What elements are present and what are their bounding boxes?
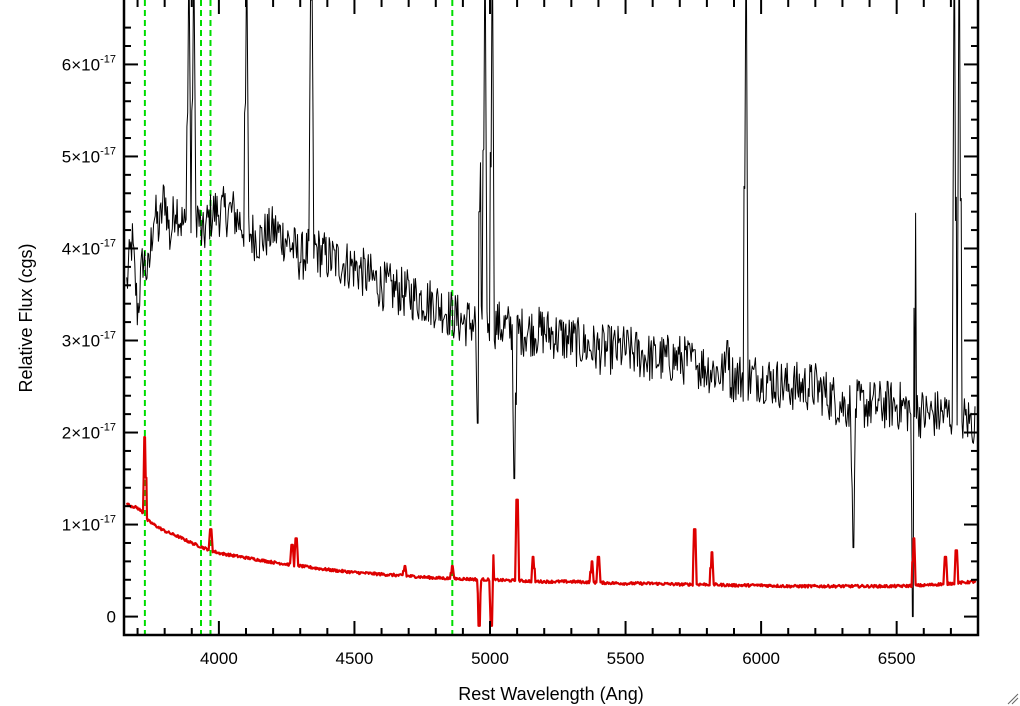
x-tick-label: 4000 — [200, 649, 238, 668]
data-layer — [125, 0, 977, 635]
plot-area — [125, 0, 977, 635]
y-tick-label: 6×10-17 — [62, 53, 116, 74]
y-tick-mantissa: 1×10 — [62, 516, 100, 535]
x-tick-label: 6000 — [742, 649, 780, 668]
resize-grip-icon[interactable] — [1007, 693, 1019, 705]
y-tick-exponent: -17 — [100, 514, 116, 526]
spectrum-line-model — [125, 436, 977, 627]
y-tick-mantissa: 3×10 — [62, 332, 100, 351]
x-tick-label: 5000 — [471, 649, 509, 668]
y-tick-mantissa: 2×10 — [62, 424, 100, 443]
plot-border — [122, 0, 980, 637]
y-tick-exponent: -17 — [100, 422, 116, 434]
x-tick-label: 4500 — [336, 649, 374, 668]
y-tick-mantissa: 0 — [107, 608, 116, 627]
y-tick-label: 5×10-17 — [62, 145, 116, 166]
y-tick-exponent: -17 — [100, 330, 116, 342]
y-tick-mantissa: 4×10 — [62, 239, 100, 258]
axis-ticks: 4000 4500 5000 5500 6000 650001×10-172×10-173… — [62, 0, 978, 668]
y-tick-label: 0 — [107, 608, 116, 627]
y-tick-mantissa: 6×10 — [62, 55, 100, 74]
y-tick-label: 1×10-17 — [62, 514, 116, 535]
x-axis-label: Rest Wavelength (Ang) — [458, 684, 643, 704]
y-tick-mantissa: 5×10 — [62, 147, 100, 166]
y-tick-exponent: -17 — [100, 237, 116, 249]
y-tick-exponent: -17 — [100, 53, 116, 65]
plot-frame — [122, 0, 980, 637]
spectrum-line-observed — [126, 0, 976, 618]
y-axis-label: Relative Flux (cgs) — [16, 243, 36, 392]
y-tick-label: 3×10-17 — [62, 330, 116, 351]
x-tick-label: 5500 — [607, 649, 645, 668]
y-tick-label: 2×10-17 — [62, 422, 116, 443]
y-tick-exponent: -17 — [100, 145, 116, 157]
y-tick-label: 4×10-17 — [62, 237, 116, 258]
x-tick-label: 6500 — [878, 649, 916, 668]
